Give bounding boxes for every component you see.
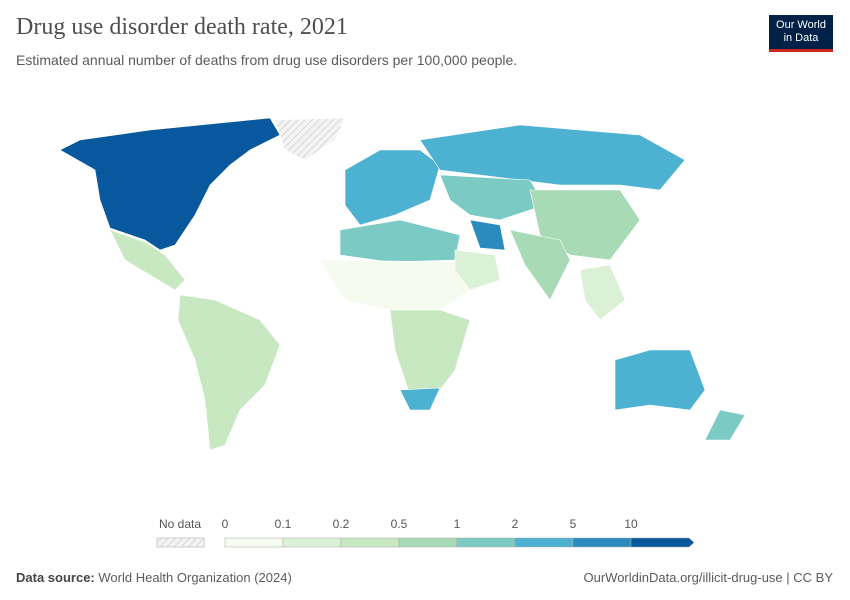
legend-swatch[interactable] [282,537,342,548]
world-map [59,117,746,451]
map-region[interactable] [509,229,571,301]
map-region[interactable] [439,174,546,221]
legend-swatch[interactable] [456,537,516,548]
map-region[interactable] [469,219,506,251]
map-region[interactable] [399,387,441,411]
legend-swatch[interactable] [224,537,284,548]
map-region[interactable] [614,349,706,411]
source-url-link[interactable]: OurWorldinData.org/illicit-drug-use | CC… [583,570,834,585]
map-region[interactable] [59,117,281,251]
legend-swatch[interactable] [398,537,458,548]
legend-tick-label: 10 [624,517,638,531]
legend-swatch[interactable] [340,537,400,548]
map-region[interactable] [274,117,346,161]
legend-tick-label: 1 [453,517,461,531]
logo-line1: Our World [776,19,826,31]
legend-swatch[interactable] [572,537,632,548]
legend-tick-label: 5 [569,517,577,531]
legend-tick-label: 0 [221,517,229,531]
map-region[interactable] [389,309,471,396]
map-region[interactable] [344,149,441,226]
map-region[interactable] [319,259,471,311]
legend-tick-label: 0.1 [274,517,292,531]
legend-swatch[interactable] [514,537,574,548]
map-region[interactable] [704,409,746,441]
chart-title: Drug use disorder death rate, 2021 [16,14,348,40]
source-value: World Health Organization (2024) [98,570,292,585]
map-region[interactable] [454,249,501,291]
map-region[interactable] [109,229,186,291]
map-region[interactable] [419,124,686,191]
legend-bar [156,537,695,548]
map-region[interactable] [339,219,461,263]
map-region[interactable] [177,294,281,451]
legend-no-data-swatch [156,537,205,548]
owid-logo[interactable]: Our World in Data [769,15,833,52]
legend-no-data-label: No data [158,517,202,531]
data-source: Data source: World Health Organization (… [16,570,292,585]
legend-tick-label: 2 [511,517,519,531]
legend-tick-label: 0.2 [332,517,350,531]
map-region[interactable] [579,264,626,321]
source-label: Data source: [16,570,95,585]
legend-swatch[interactable] [630,537,695,548]
legend-tick-label: 0.5 [390,517,408,531]
chart-subtitle: Estimated annual number of deaths from d… [16,52,518,68]
logo-line2: in Data [783,32,819,44]
